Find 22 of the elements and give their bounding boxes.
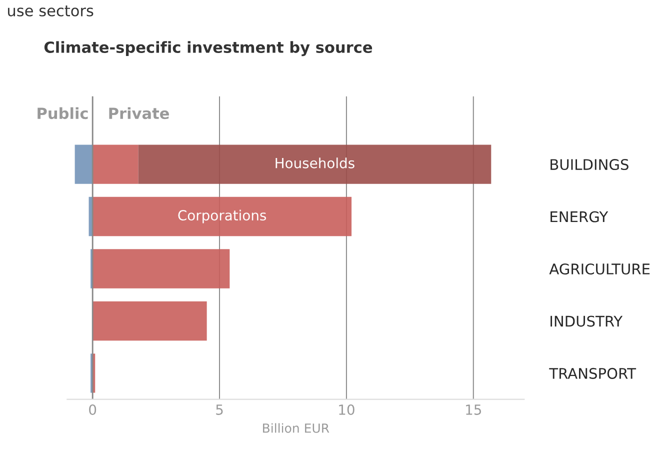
bar (138, 144, 492, 184)
text: use sectors (8, 5, 94, 16)
x-axis-title: Billion EUR (263, 423, 330, 433)
series-label: Households (276, 158, 354, 168)
y-tick-label: AGRICULTURE (549, 263, 650, 274)
chart-title: Climate-specific investment by source (44, 41, 372, 56)
x-tick-label: 15 (466, 404, 482, 415)
bar (92, 144, 138, 184)
bar (92, 301, 207, 341)
y-tick-label: TRANSPORT (549, 368, 636, 379)
x-tick-label: 5 (216, 404, 223, 415)
y-tick-label: BUILDINGS (550, 159, 628, 170)
x-tick-label: 0 (89, 404, 96, 415)
bar (92, 196, 352, 236)
y-tick-label: INDUSTRY (550, 316, 623, 327)
bar (92, 249, 230, 288)
annotation: Private (109, 107, 169, 120)
bar (74, 144, 93, 184)
y-tick-label: ENERGY (550, 211, 608, 222)
series-label: Public (38, 107, 88, 120)
x-tick-label: 10 (339, 404, 354, 415)
series-label: Corporations (178, 210, 266, 224)
